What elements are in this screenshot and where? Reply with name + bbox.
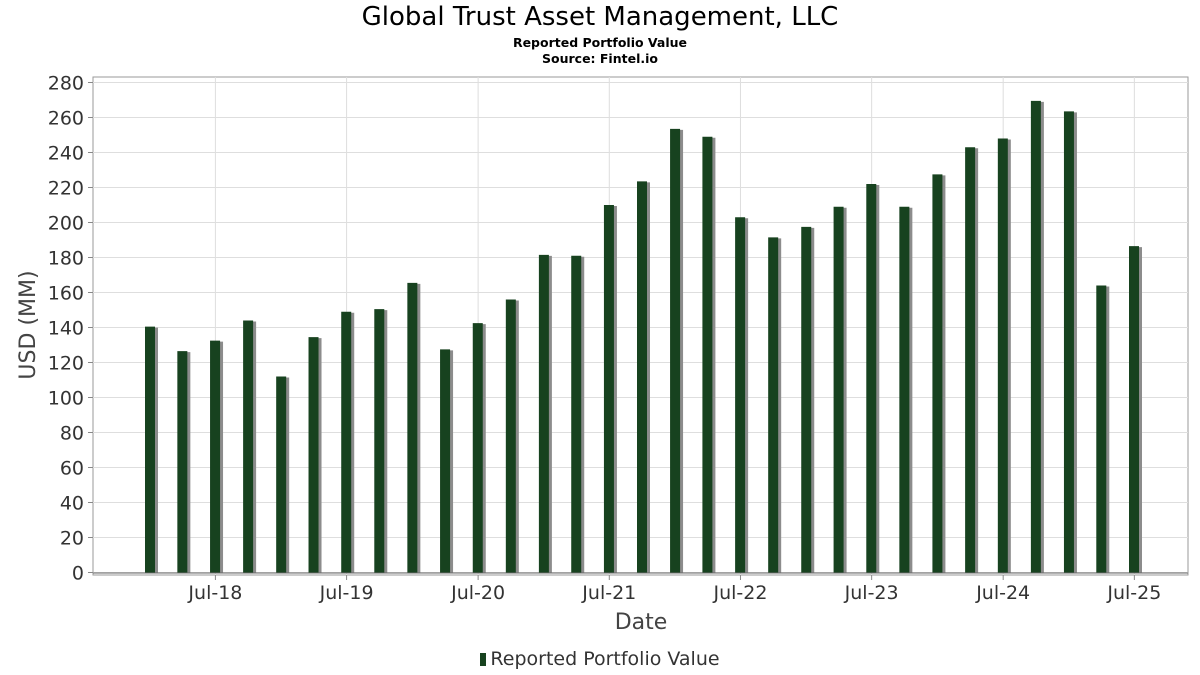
chart-title: Global Trust Asset Management, LLC: [361, 2, 839, 32]
y-tick-label: 180: [48, 248, 84, 270]
bar: [1096, 285, 1107, 573]
y-axis-title: USD (MM): [16, 270, 41, 379]
x-tick-label: Jul-18: [187, 582, 242, 604]
bar: [1129, 246, 1139, 573]
bar: [1030, 100, 1041, 573]
x-tick-label: Jul-21: [581, 582, 636, 604]
x-axis-title: Date: [615, 610, 668, 635]
bar: [932, 174, 943, 573]
y-tick-label: 220: [48, 178, 84, 200]
y-tick-label: 80: [60, 423, 84, 445]
bar: [308, 337, 319, 573]
bar: [866, 184, 877, 573]
bar: [603, 205, 614, 573]
bar: [571, 255, 582, 573]
bar: [768, 237, 779, 573]
y-tick-label: 60: [60, 458, 84, 480]
bar: [276, 376, 287, 573]
bar: [735, 217, 746, 573]
x-tick-label: Jul-24: [975, 582, 1030, 604]
bar: [1063, 111, 1074, 573]
bar: [374, 309, 385, 573]
bar: [899, 206, 910, 573]
bar: [177, 351, 188, 573]
y-tick-label: 120: [48, 353, 84, 375]
x-tick-label: Jul-25: [1106, 582, 1161, 604]
y-tick-label: 20: [60, 528, 84, 550]
x-tick-label: Jul-23: [844, 582, 899, 604]
y-tick-label: 260: [48, 108, 84, 130]
legend-swatch: [480, 653, 487, 666]
bar: [472, 323, 483, 573]
y-tick-label: 0: [72, 563, 84, 585]
x-tick-label: Jul-22: [712, 582, 767, 604]
bar: [407, 282, 418, 573]
bar: [210, 340, 221, 573]
bar: [833, 206, 844, 573]
bar: [997, 138, 1008, 573]
bar: [440, 349, 451, 573]
y-axis-ticks: 0 20 40 60 80 100 120 140 160 180 200 220 240 260 280: [48, 73, 93, 585]
bar: [965, 147, 976, 573]
legend: Reported Portfolio Value: [0, 648, 1200, 670]
bar-series: [93, 100, 1188, 574]
bar: [670, 128, 681, 573]
y-tick-label: 240: [48, 143, 84, 165]
x-tick-label: Jul-19: [319, 582, 374, 604]
y-tick-label: 200: [48, 213, 84, 235]
y-tick-label: 140: [48, 318, 84, 340]
y-tick-label: 40: [60, 493, 84, 515]
legend-label: Reported Portfolio Value: [490, 648, 720, 670]
chart-source: Source: Fintel.io: [542, 51, 658, 66]
bar: [505, 299, 516, 573]
x-tick-label: Jul-20: [450, 582, 505, 604]
chart-subtitle: Reported Portfolio Value: [512, 35, 688, 50]
bar: [538, 254, 549, 573]
bar: [702, 136, 713, 573]
bar: [243, 320, 254, 573]
bar: [801, 226, 812, 573]
bar: [145, 326, 155, 573]
y-tick-label: 160: [48, 283, 84, 305]
bar: [637, 181, 647, 573]
y-tick-label: 280: [48, 73, 84, 95]
bar: [341, 311, 352, 573]
x-axis-ticks: Jul-18 Jul-19 Jul-20 Jul-21 Jul-22 Jul-23 Jul-…: [187, 575, 1161, 604]
y-tick-label: 100: [48, 388, 84, 410]
